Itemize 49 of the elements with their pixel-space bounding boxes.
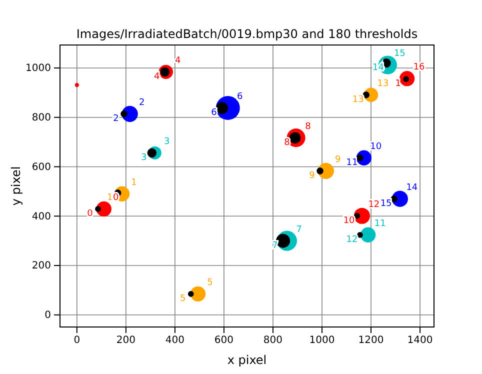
annotation: 3 bbox=[141, 153, 147, 164]
y-tick-label: 200 bbox=[32, 260, 51, 272]
x-axis-title: x pixel bbox=[227, 353, 267, 367]
annotation: 1 bbox=[395, 79, 401, 90]
annotation: 12 bbox=[368, 200, 380, 210]
annotation: 6 bbox=[237, 92, 244, 102]
annotation: 5 bbox=[207, 278, 213, 288]
x-tick-label: 800 bbox=[263, 335, 283, 346]
annotation: 11 bbox=[346, 158, 358, 168]
annotation: 13 bbox=[377, 79, 389, 90]
annotation: 5 bbox=[180, 294, 186, 304]
annotation: 15 bbox=[380, 198, 392, 209]
annotation: 15 bbox=[394, 49, 406, 60]
x-tick-label: 1200 bbox=[358, 335, 384, 346]
annotation: 13 bbox=[352, 95, 364, 106]
annotation: 1 bbox=[106, 193, 113, 204]
annotation: 7 bbox=[272, 240, 278, 251]
annotation: 2 bbox=[113, 114, 119, 124]
annotation: 14 bbox=[406, 182, 418, 193]
x-tick-label: 1000 bbox=[309, 335, 335, 346]
annotation: 8 bbox=[305, 122, 312, 132]
y-tick-label: 600 bbox=[32, 162, 51, 173]
annotation: 12 bbox=[346, 235, 358, 246]
annotation: 1 bbox=[131, 178, 137, 188]
annotation: 4 bbox=[154, 72, 160, 82]
annotation: 9 bbox=[309, 171, 316, 182]
annotation: 0 bbox=[113, 193, 120, 204]
x-tick-label: 400 bbox=[165, 335, 184, 346]
annotation: 2 bbox=[138, 98, 145, 108]
x-tick-label: 0 bbox=[74, 335, 80, 346]
annotation: 0 bbox=[87, 209, 94, 220]
annotation: 10 bbox=[343, 216, 356, 226]
x-tick-label: 1400 bbox=[407, 335, 433, 346]
annotation: 16 bbox=[413, 62, 426, 73]
annotation: 7 bbox=[296, 224, 302, 235]
chart-title: Images/IrradiatedBatch/0019.bmp30 and 180 thresholds bbox=[76, 27, 418, 41]
y-tick-label: 400 bbox=[32, 211, 51, 222]
y-tick-label: 800 bbox=[32, 112, 51, 124]
annotation: 6 bbox=[211, 108, 218, 118]
annotation: 11 bbox=[374, 219, 386, 230]
annotation: 10 bbox=[370, 142, 382, 152]
x-tick-label: 600 bbox=[214, 335, 234, 346]
x-tick-label: 200 bbox=[116, 335, 136, 346]
y-tick-label: 1000 bbox=[26, 63, 51, 74]
annotation: 3 bbox=[164, 137, 170, 148]
annotation: 4 bbox=[175, 56, 182, 66]
annotation: 9 bbox=[335, 155, 342, 166]
y-axis-title: y pixel bbox=[9, 166, 23, 206]
y-tick-label: 0 bbox=[44, 310, 51, 322]
